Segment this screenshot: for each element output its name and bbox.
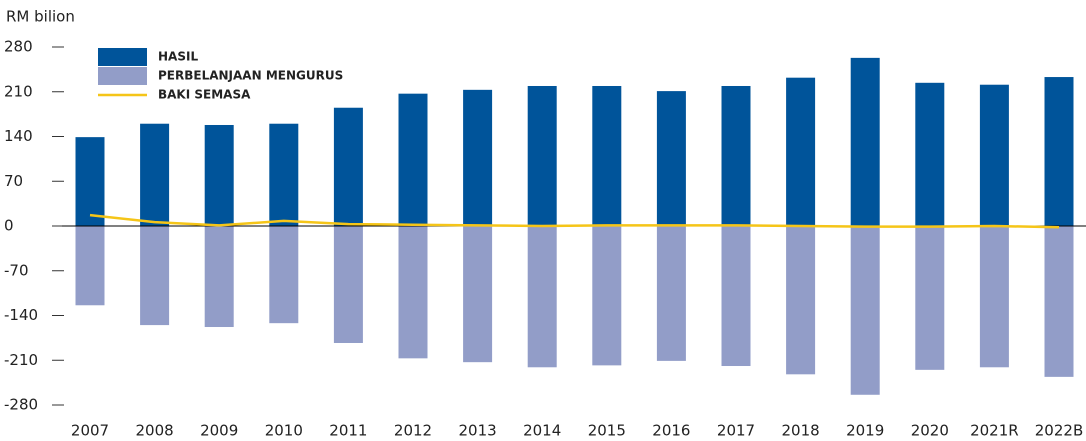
bar bbox=[721, 226, 751, 367]
bar bbox=[140, 123, 170, 226]
bar bbox=[850, 57, 880, 226]
legend-label: HASIL bbox=[158, 50, 198, 64]
x-tick-label: 2022B bbox=[1035, 422, 1083, 440]
y-tick-label: -280 bbox=[4, 396, 38, 414]
bar bbox=[1044, 226, 1074, 377]
bar bbox=[333, 107, 363, 226]
bar bbox=[786, 226, 816, 375]
bar bbox=[204, 226, 234, 328]
bar bbox=[850, 226, 880, 395]
x-tick-label: 2014 bbox=[523, 422, 561, 440]
bar bbox=[204, 124, 234, 226]
x-tick-label: 2016 bbox=[652, 422, 690, 440]
bar bbox=[463, 226, 493, 363]
legend-label: BAKI SEMASA bbox=[158, 88, 251, 102]
bar bbox=[398, 93, 428, 227]
legend-label: PERBELANJAAN MENGURUS bbox=[158, 69, 343, 83]
bar bbox=[915, 82, 945, 226]
bar bbox=[333, 226, 363, 343]
y-tick-label: -210 bbox=[4, 351, 38, 369]
x-tick-label: 2020 bbox=[911, 422, 949, 440]
bar bbox=[527, 85, 557, 226]
legend-swatch bbox=[98, 48, 147, 66]
x-tick-label: 2017 bbox=[717, 422, 755, 440]
bar bbox=[269, 123, 299, 226]
y-tick-label: 70 bbox=[4, 172, 23, 190]
bar bbox=[75, 226, 105, 306]
bar bbox=[915, 226, 945, 370]
bar bbox=[656, 91, 686, 226]
x-tick-label: 2015 bbox=[588, 422, 626, 440]
x-tick-label: 2018 bbox=[782, 422, 820, 440]
y-tick-label: 0 bbox=[4, 217, 14, 235]
y-axis-label: RM bilion bbox=[6, 8, 75, 26]
x-tick-label: 2013 bbox=[459, 422, 497, 440]
x-tick-label: 2011 bbox=[329, 422, 367, 440]
x-tick-label: 2009 bbox=[200, 422, 238, 440]
x-tick-label: 2008 bbox=[136, 422, 174, 440]
bar bbox=[463, 89, 493, 226]
x-tick-label: 2021R bbox=[970, 422, 1019, 440]
x-tick-label: 2012 bbox=[394, 422, 432, 440]
y-tick-label: 140 bbox=[4, 127, 33, 145]
bar bbox=[786, 77, 816, 226]
y-tick-label: 280 bbox=[4, 38, 33, 56]
bar bbox=[140, 226, 170, 326]
y-tick-label: -70 bbox=[4, 261, 29, 279]
bar bbox=[269, 226, 299, 324]
bar bbox=[75, 137, 105, 226]
y-tick-label: -140 bbox=[4, 306, 38, 324]
x-tick-label: 2010 bbox=[265, 422, 303, 440]
legend-swatch bbox=[98, 67, 147, 85]
y-tick-label: 210 bbox=[4, 82, 33, 100]
bar bbox=[1044, 77, 1074, 227]
x-tick-label: 2007 bbox=[71, 422, 109, 440]
bar bbox=[592, 226, 622, 366]
bar bbox=[656, 226, 686, 361]
line bbox=[89, 213, 1060, 229]
bar bbox=[979, 84, 1009, 226]
bar bbox=[721, 85, 751, 226]
bar bbox=[979, 226, 1009, 368]
bar bbox=[527, 226, 557, 368]
bar bbox=[398, 226, 428, 359]
x-tick-label: 2019 bbox=[846, 422, 884, 440]
bar bbox=[592, 85, 622, 226]
